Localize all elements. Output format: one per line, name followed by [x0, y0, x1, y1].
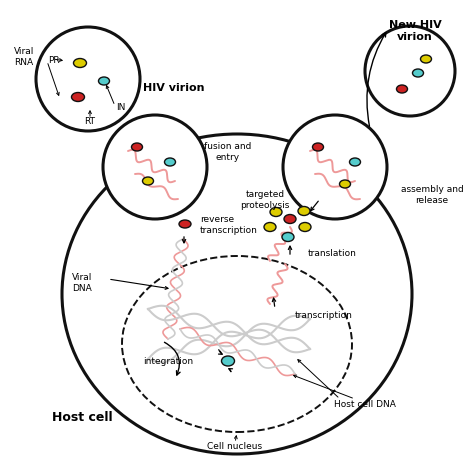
Text: translation: translation [308, 248, 357, 257]
Text: transcription: transcription [295, 310, 353, 319]
Ellipse shape [131, 144, 143, 151]
Text: targeted
proteolysis: targeted proteolysis [240, 190, 290, 209]
Ellipse shape [299, 223, 311, 232]
Ellipse shape [62, 134, 412, 454]
Text: assembly and
release: assembly and release [401, 185, 464, 204]
Ellipse shape [179, 220, 191, 229]
Ellipse shape [396, 86, 408, 94]
Ellipse shape [349, 159, 361, 167]
Ellipse shape [264, 223, 276, 232]
Ellipse shape [312, 144, 323, 151]
Ellipse shape [221, 356, 235, 366]
Ellipse shape [339, 180, 350, 189]
Text: Host cell DNA: Host cell DNA [334, 400, 396, 409]
Ellipse shape [298, 207, 310, 216]
Circle shape [103, 116, 207, 219]
Ellipse shape [420, 56, 431, 64]
Ellipse shape [412, 70, 423, 78]
Ellipse shape [73, 59, 86, 68]
Text: reverse
transcription: reverse transcription [200, 215, 258, 234]
Text: New HIV
virion: New HIV virion [389, 20, 441, 41]
Ellipse shape [284, 215, 296, 224]
Ellipse shape [72, 93, 84, 102]
Ellipse shape [282, 233, 294, 242]
Ellipse shape [122, 257, 352, 432]
Text: Viral
RNA: Viral RNA [14, 47, 35, 67]
Ellipse shape [164, 159, 175, 167]
Circle shape [283, 116, 387, 219]
Circle shape [365, 27, 455, 117]
Ellipse shape [270, 208, 282, 217]
Text: Host cell: Host cell [52, 411, 112, 424]
Text: RT: RT [84, 117, 95, 126]
Circle shape [36, 28, 140, 132]
Text: Cell nucleus: Cell nucleus [208, 442, 263, 451]
Text: integration: integration [143, 357, 193, 366]
Text: Viral
DNA: Viral DNA [72, 273, 92, 292]
Text: fusion and
entry: fusion and entry [204, 142, 252, 162]
Text: PR: PR [48, 56, 60, 64]
Text: HIV virion: HIV virion [143, 83, 204, 93]
Ellipse shape [99, 78, 109, 86]
Ellipse shape [143, 178, 154, 185]
Text: IN: IN [116, 103, 126, 112]
